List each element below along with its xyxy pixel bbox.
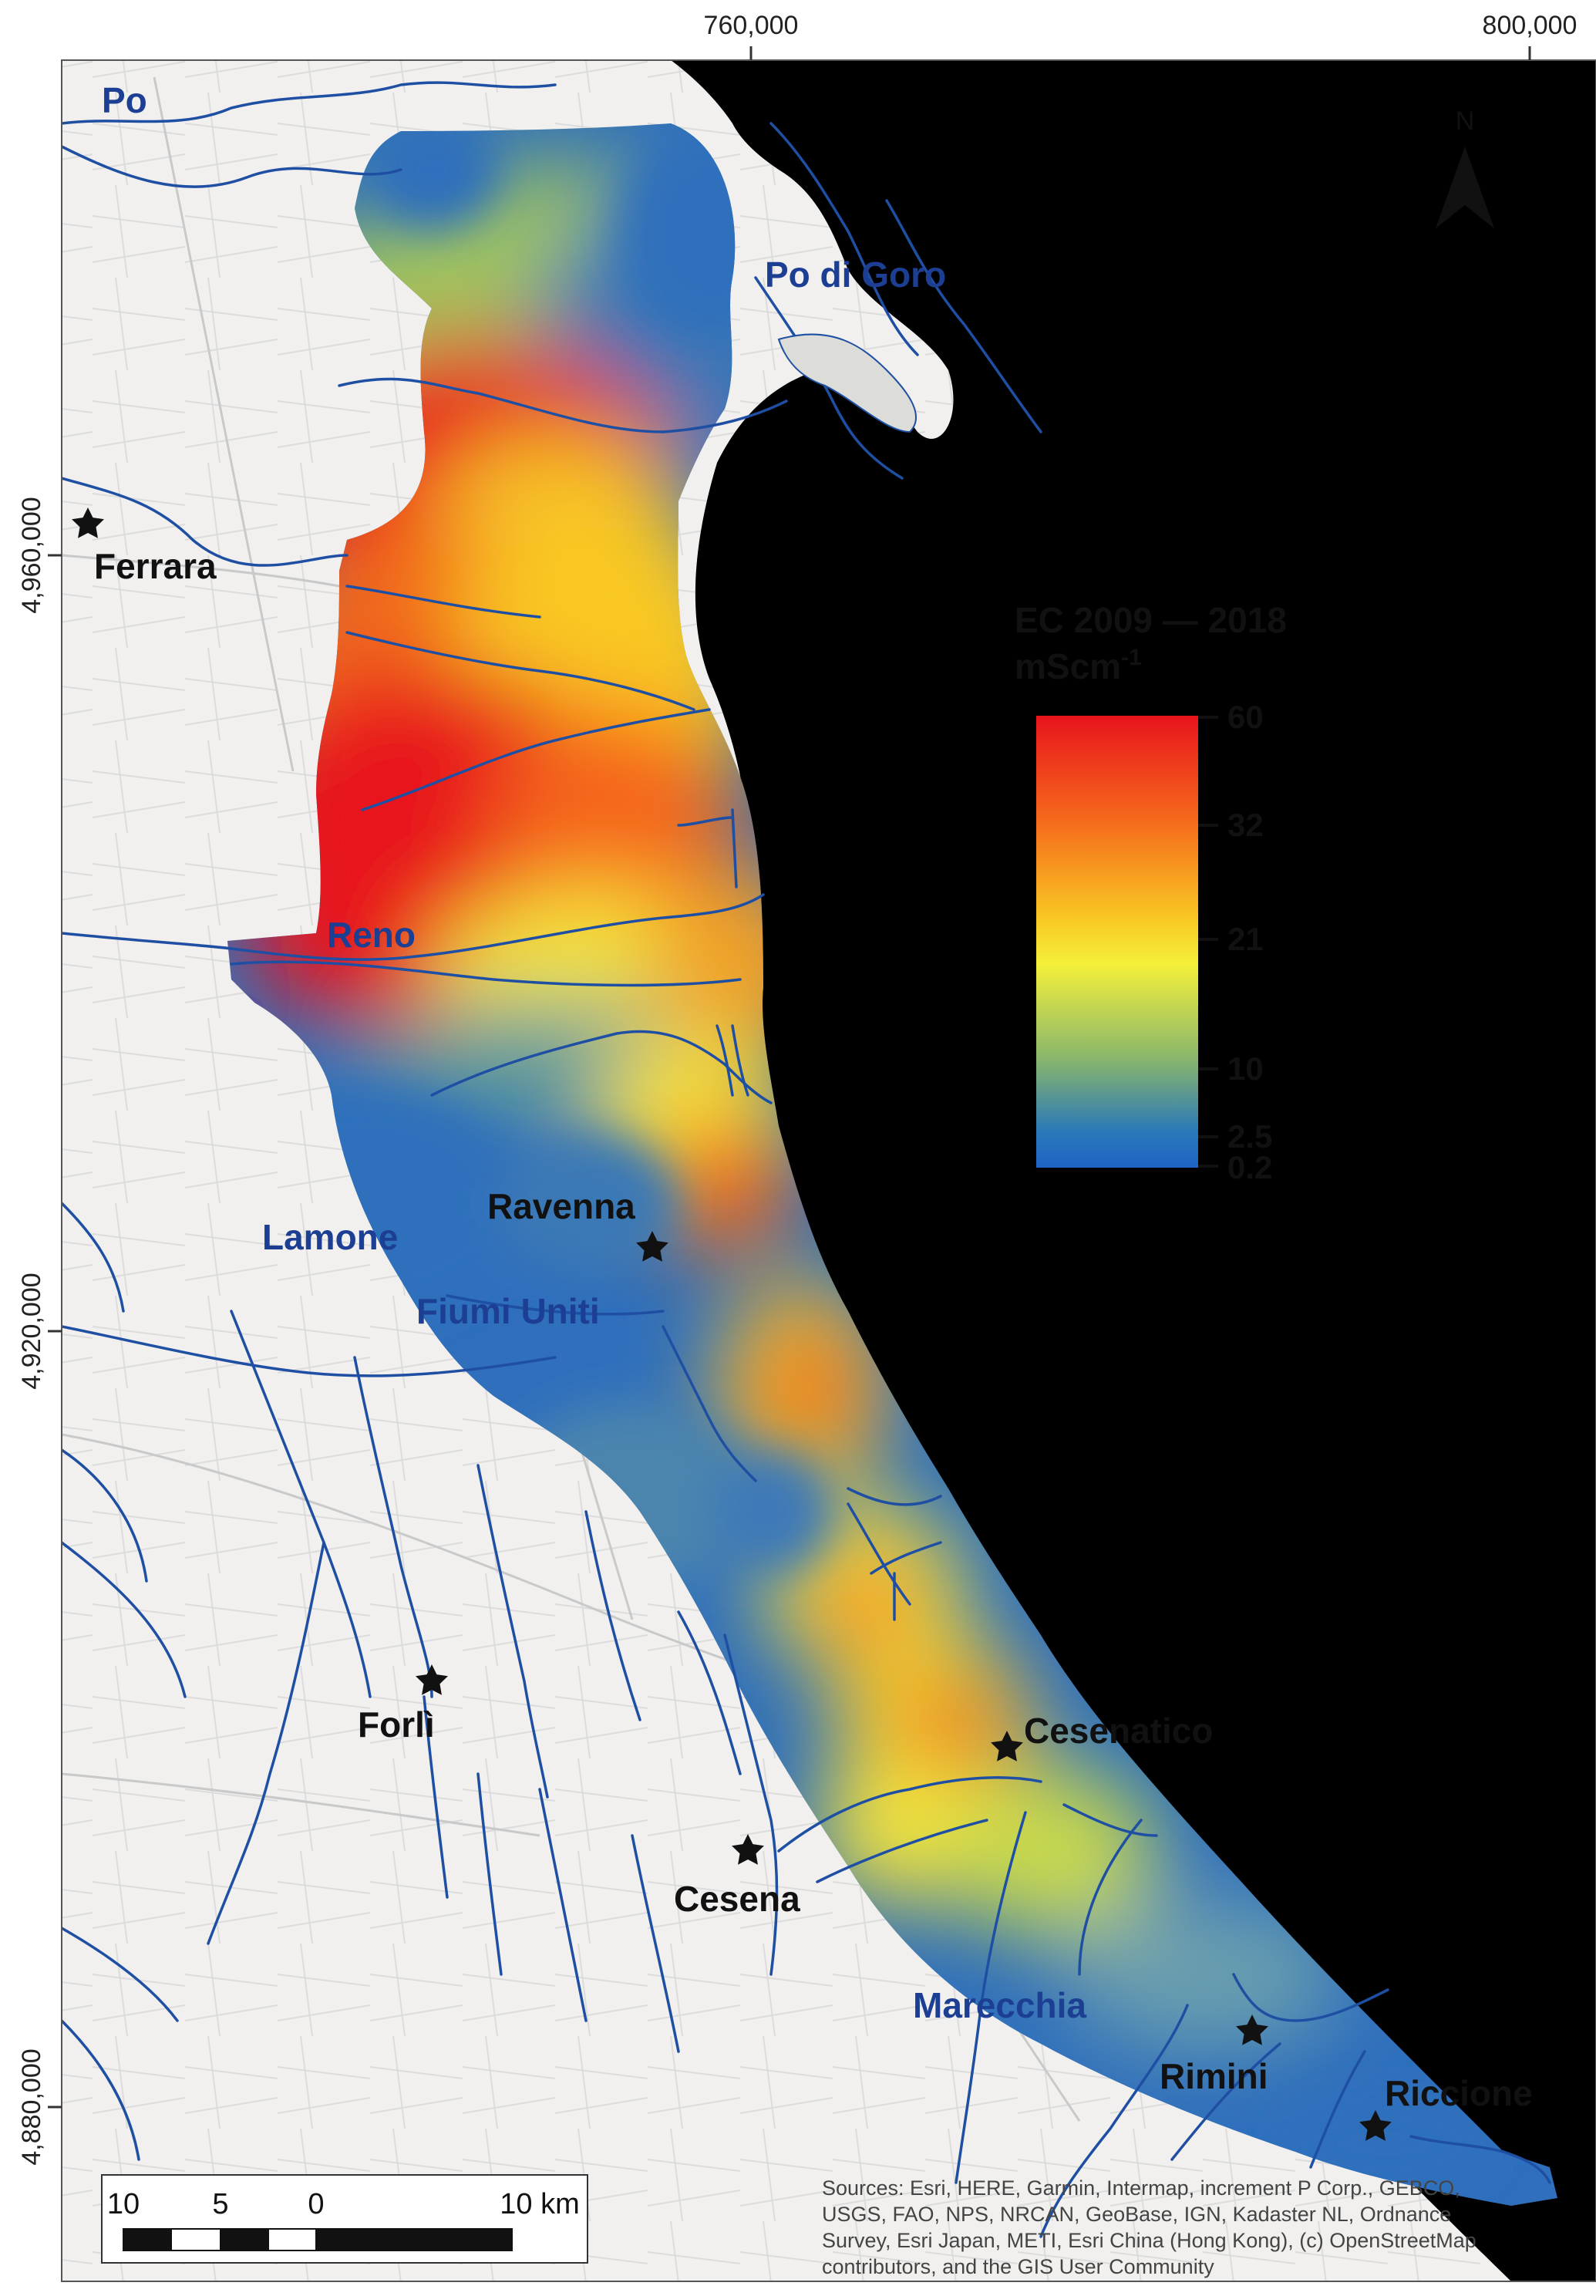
scale-bar-label: 0 bbox=[308, 2188, 324, 2220]
river-label-lamone: Lamone bbox=[262, 1217, 398, 1257]
scale-bar: 10 5 0 10 km bbox=[101, 2174, 588, 2264]
star-icon-ravenna bbox=[636, 1231, 668, 1262]
legend-tick-label: 0.2 bbox=[1227, 1149, 1272, 1185]
attribution: Sources: Esri, HERE, Garmin, Intermap, i… bbox=[822, 2176, 1476, 2278]
star-icon-cesenatico bbox=[991, 1731, 1023, 1762]
scale-bar-label: 10 bbox=[107, 2188, 140, 2220]
adriatic-sea bbox=[671, 60, 1596, 2281]
north-arrow-icon: N bbox=[1436, 106, 1494, 228]
attribution-line: USGS, FAO, NPS, NRCAN, GeoBase, IGN, Kad… bbox=[822, 2203, 1451, 2226]
grid-label-x-760000: 760,000 bbox=[704, 11, 799, 40]
scale-bar-label: 5 bbox=[212, 2188, 228, 2220]
legend-color-ramp bbox=[1036, 716, 1198, 1168]
city-label-forli: Forlì bbox=[358, 1704, 435, 1745]
city-label-riccione: Riccione bbox=[1385, 2073, 1533, 2113]
grid-label-y-4920000: 4,920,000 bbox=[17, 1273, 46, 1389]
river-label-fiumi-uniti: Fiumi Uniti bbox=[416, 1291, 600, 1331]
scale-bar-label: 10 km bbox=[500, 2188, 579, 2220]
legend-title: EC 2009 — 2018 bbox=[1015, 600, 1287, 640]
star-icon-rimini bbox=[1236, 2014, 1268, 2045]
scale-bar-segments bbox=[123, 2228, 513, 2251]
river-label-reno: Reno bbox=[327, 915, 416, 955]
north-arrow-letter: N bbox=[1456, 106, 1475, 136]
city-label-ravenna: Ravenna bbox=[487, 1186, 635, 1226]
legend-tick-label: 60 bbox=[1227, 699, 1264, 735]
legend-unit-superscript: -1 bbox=[1121, 645, 1142, 670]
po-delta-lagoon bbox=[777, 333, 918, 433]
river-network bbox=[62, 81, 1551, 2238]
grid-label-y-4880000: 4,880,000 bbox=[17, 2048, 46, 2165]
star-icon-forli bbox=[416, 1664, 448, 1695]
grid-label-x-800000: 800,000 bbox=[1483, 11, 1577, 40]
city-label-ferrara: Ferrara bbox=[94, 546, 217, 586]
attribution-line: contributors, and the GIS User Community bbox=[822, 2255, 1214, 2278]
river-label-po: Po bbox=[102, 80, 147, 120]
legend-tick-label: 10 bbox=[1227, 1050, 1264, 1087]
river-label-marecchia: Marecchia bbox=[913, 1985, 1086, 2025]
legend-tick-label: 21 bbox=[1227, 921, 1264, 957]
legend-unit: mScm-1 bbox=[1015, 645, 1142, 686]
attribution-line: Survey, Esri Japan, METI, Esri China (Ho… bbox=[822, 2229, 1476, 2252]
city-label-cesenatico: Cesenatico bbox=[1024, 1711, 1213, 1751]
star-icon-ferrara bbox=[72, 507, 104, 538]
star-icon-riccione bbox=[1359, 2110, 1392, 2141]
city-label-rimini: Rimini bbox=[1160, 2056, 1268, 2096]
river-label-po-di-goro: Po di Goro bbox=[765, 255, 946, 295]
grid-ticks bbox=[48, 46, 1531, 2109]
legend: EC 2009 — 2018 mScm-1 60 32 21 10 2.5 0.… bbox=[1015, 600, 1287, 1185]
legend-tick-marks bbox=[1198, 716, 1218, 1168]
legend-tick-label: 32 bbox=[1227, 807, 1264, 843]
attribution-line: Sources: Esri, HERE, Garmin, Intermap, i… bbox=[822, 2176, 1460, 2200]
grid-label-y-4960000: 4,960,000 bbox=[17, 497, 46, 613]
map-frame bbox=[61, 59, 1596, 2282]
legend-tick-label: 2.5 bbox=[1227, 1118, 1272, 1155]
city-markers bbox=[72, 507, 1392, 2141]
star-icon-cesena bbox=[732, 1834, 764, 1865]
city-label-cesena: Cesena bbox=[674, 1879, 800, 1919]
